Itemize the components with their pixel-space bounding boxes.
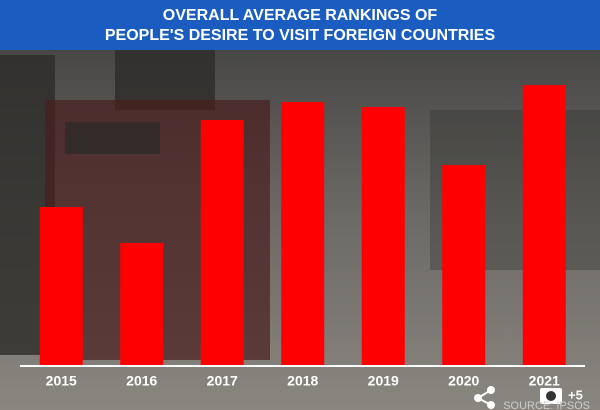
chart-title: PEOPLE'S DESIRE TO VISIT FOREIGN COUNTRI… (105, 27, 496, 44)
bus-window (65, 122, 160, 154)
chart-title: OVERALL AVERAGE RANKINGS OF (163, 7, 438, 24)
source-note: SOURCE: IPSOS (503, 400, 590, 410)
bar (281, 102, 325, 366)
x-tick-label: 2017 (207, 373, 238, 389)
bar (522, 85, 566, 366)
x-tick-label: 2019 (368, 373, 399, 389)
x-tick-label: 2016 (126, 373, 157, 389)
bar (200, 120, 244, 366)
x-tick-label: 2020 (448, 373, 479, 389)
title-banner (0, 0, 600, 50)
x-tick-label: 2021 (529, 373, 560, 389)
camera-icon[interactable] (540, 388, 562, 404)
x-tick-label: 2018 (287, 373, 318, 389)
bar (361, 107, 405, 366)
bar (442, 165, 486, 366)
x-tick-label: 2015 (46, 373, 77, 389)
bar (120, 243, 164, 366)
bar (39, 207, 83, 366)
photo-count[interactable]: +5 (568, 387, 583, 402)
share-icon[interactable] (474, 386, 495, 409)
